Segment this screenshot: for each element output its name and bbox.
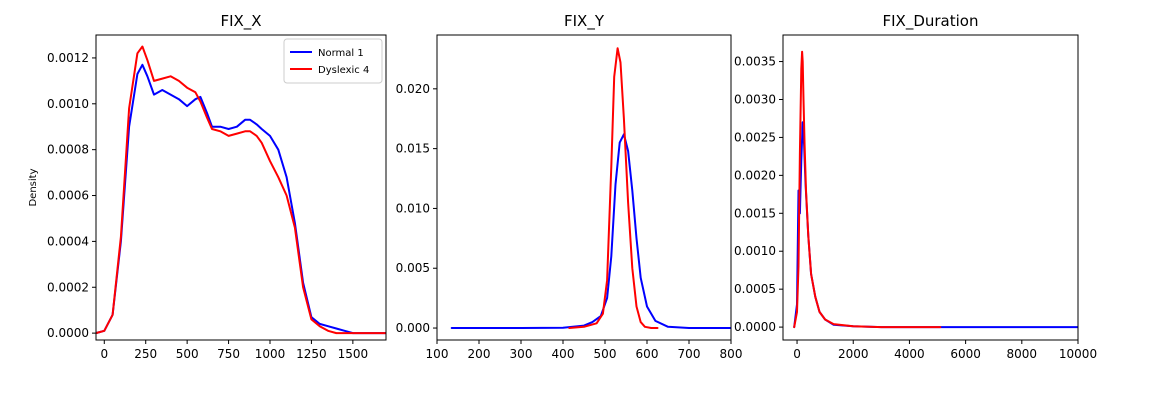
y-tick-label: 0.0002 xyxy=(47,280,89,294)
y-tick-label: 0.0010 xyxy=(734,244,776,258)
x-tick-label: 1000 xyxy=(255,347,286,361)
subplot-2: 100 200 300 400 500 600 700 800 0.000 0.005 0.010 0… xyxy=(396,12,743,361)
series-line-normal-1 xyxy=(96,63,386,335)
x-tick-label: 200 xyxy=(468,347,491,361)
x-tick-label: 6000 xyxy=(950,347,981,361)
legend-label: Dyslexic 4 xyxy=(318,65,369,76)
x-tick-label: 600 xyxy=(636,347,659,361)
x-tick-label: 300 xyxy=(510,347,533,361)
series-group xyxy=(793,50,1078,329)
series-line-red xyxy=(793,50,942,329)
x-tick-label: 100 xyxy=(426,347,449,361)
x-tick-label: 4000 xyxy=(894,347,925,361)
axes-frame xyxy=(95,34,387,341)
series-line-red xyxy=(568,47,659,329)
subplot-1: 0 250 500 750 1000 1250 1500 0.0000 0.0002 0.0004… xyxy=(28,12,387,361)
series-line-blue xyxy=(450,133,731,329)
y-tick-label: 0.0025 xyxy=(734,130,776,144)
y-tick-label: 0.0006 xyxy=(47,189,89,203)
y-tick-label: 0.0035 xyxy=(734,55,776,69)
x-tick-label: 500 xyxy=(594,347,617,361)
y-tick-label: 0.015 xyxy=(396,142,430,156)
legend-box xyxy=(283,38,383,84)
y-tick-label: 0.0000 xyxy=(47,326,89,340)
x-tick-label: 1250 xyxy=(296,347,327,361)
y-tick-label: 0.000 xyxy=(396,321,430,335)
y-tick-label: 0.0008 xyxy=(47,143,89,157)
y-tick-label: 0.0004 xyxy=(47,234,89,248)
y-axis-label: Density xyxy=(28,168,39,206)
legend-label: Normal 1 xyxy=(318,48,364,59)
x-tick-label: 10000 xyxy=(1059,347,1097,361)
y-tick-label: 0.005 xyxy=(396,261,430,275)
x-tick-label: 500 xyxy=(176,347,199,361)
chart-title: FIX_Y xyxy=(564,12,605,31)
series-group xyxy=(450,47,731,329)
y-tick-label: 0.0012 xyxy=(47,51,89,65)
y-tick-label: 0.0005 xyxy=(734,282,776,296)
x-tick-label: 400 xyxy=(552,347,575,361)
x-tick-label: 8000 xyxy=(1007,347,1038,361)
axes-frame xyxy=(782,34,1079,341)
x-tick-label: 1500 xyxy=(338,347,369,361)
y-tick-label: 0.0020 xyxy=(734,168,776,182)
y-tick-label: 0.0000 xyxy=(734,320,776,334)
chart-title: FIX_X xyxy=(220,12,261,31)
y-tick-label: 0.0030 xyxy=(734,92,776,106)
x-tick-label: 700 xyxy=(678,347,701,361)
x-tick-label: 250 xyxy=(134,347,157,361)
series-group xyxy=(96,45,386,335)
axes-frame xyxy=(436,34,732,341)
x-tick-label: 0 xyxy=(100,347,108,361)
series-line-dyslexic-4 xyxy=(96,45,386,335)
x-tick-label: 750 xyxy=(217,347,240,361)
subplot-3: 0 2000 4000 6000 8000 10000 0.0000 0.0005 0.0010… xyxy=(734,12,1097,361)
x-tick-label: 800 xyxy=(720,347,743,361)
chart-title: FIX_Duration xyxy=(883,12,979,31)
y-tick-label: 0.010 xyxy=(396,201,430,215)
x-tick-label: 2000 xyxy=(838,347,869,361)
series-line-blue xyxy=(793,121,1078,329)
legend: Normal 1 Dyslexic 4 xyxy=(283,38,383,84)
x-tick-label: 0 xyxy=(793,347,801,361)
y-tick-label: 0.0010 xyxy=(47,97,89,111)
y-tick-label: 0.020 xyxy=(396,82,430,96)
y-tick-label: 0.0015 xyxy=(734,206,776,220)
